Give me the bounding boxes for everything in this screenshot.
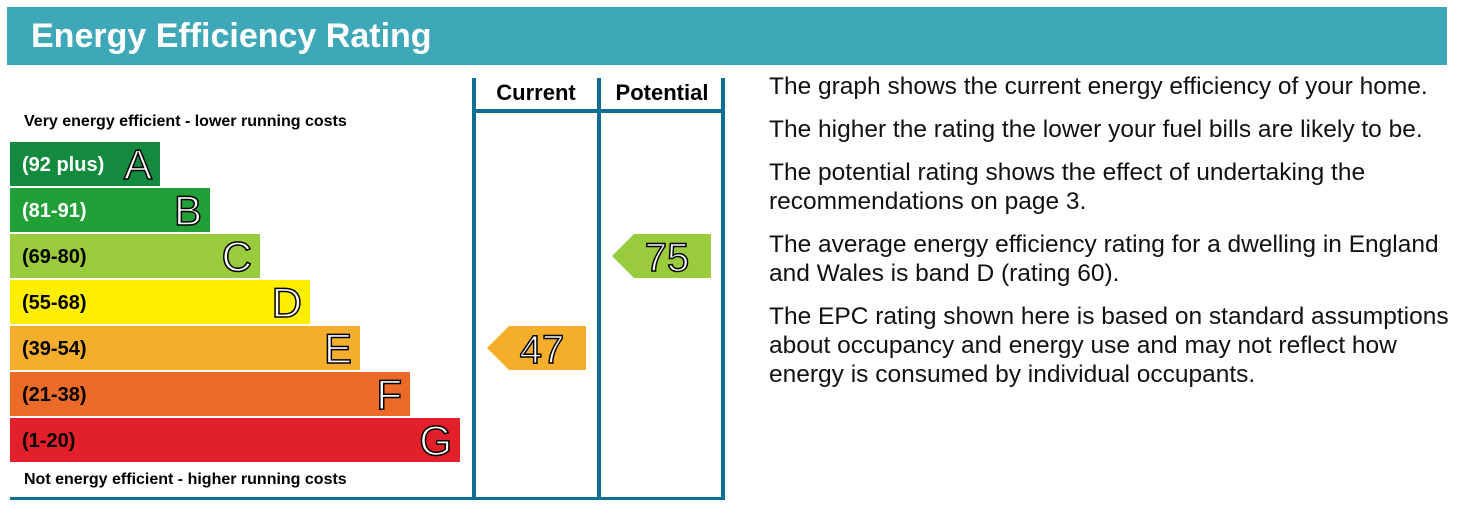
band-bar [10, 280, 310, 324]
band-range: (55-68) [22, 292, 86, 314]
column-header: Potential [616, 80, 709, 105]
band-letter: E [324, 325, 352, 372]
paragraph: The average energy efficiency rating for… [769, 231, 1439, 287]
band-letter: G [419, 417, 452, 464]
rating-value: 47 [520, 328, 565, 372]
band-bar [10, 142, 160, 186]
band-letter: A [124, 141, 152, 188]
rating-arrow [487, 326, 586, 370]
bottom-label: Not energy efficient - higher running co… [24, 471, 347, 488]
band-bar [10, 418, 460, 462]
column-border [721, 78, 725, 500]
header-title: Energy Efficiency Rating [7, 7, 1447, 65]
column-border [597, 78, 601, 500]
paragraph: The higher the rating the lower your fue… [769, 116, 1423, 143]
top-label: Very energy efficient - lower running co… [24, 113, 347, 130]
band-range: (21-38) [22, 384, 86, 406]
paragraph: The graph shows the current energy effic… [769, 73, 1428, 100]
rating-arrow [612, 234, 711, 278]
band-letter: D [272, 279, 302, 326]
band-bar [10, 234, 260, 278]
band-range: (39-54) [22, 338, 86, 360]
band-letter: F [376, 371, 402, 418]
rating-chart: Very energy efficient - lower running co… [10, 78, 725, 500]
column-header: Current [496, 80, 576, 105]
paragraph: The potential rating shows the effect of… [769, 159, 1366, 215]
explanation: The graph shows the current energy effic… [769, 72, 1449, 403]
band-bar [10, 188, 210, 232]
bottom-rule [10, 497, 725, 500]
column-border [472, 78, 476, 500]
rating-value: 75 [645, 236, 690, 280]
band-range: (69-80) [22, 246, 86, 268]
band-bar [10, 372, 410, 416]
band-letter: C [222, 233, 252, 280]
header-rule [472, 109, 725, 113]
band-bar [10, 326, 360, 370]
paragraph: The EPC rating shown here is based on st… [769, 303, 1449, 388]
band-range: (92 plus) [22, 154, 104, 176]
band-range: (81-91) [22, 200, 86, 222]
band-letter: B [174, 187, 202, 234]
band-range: (1-20) [22, 430, 75, 452]
